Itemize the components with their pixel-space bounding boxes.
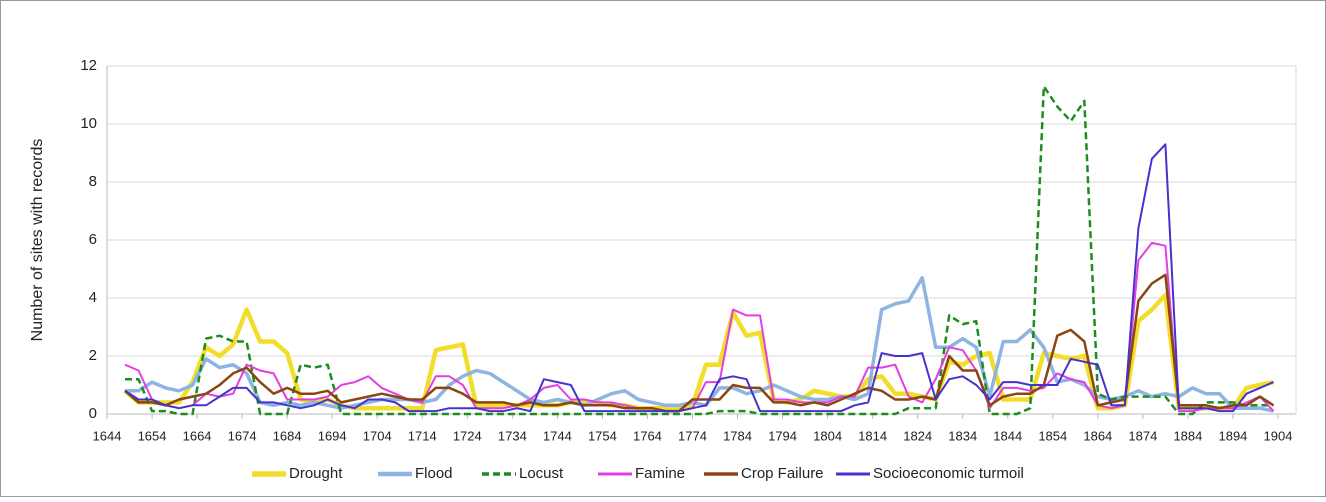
x-tick-label: 1884	[1173, 428, 1202, 443]
x-tick-label: 1784	[723, 428, 752, 443]
series-line	[125, 275, 1274, 413]
x-tick-label: 1704	[363, 428, 392, 443]
x-tick-label: 1794	[768, 428, 797, 443]
y-axis-label: Number of sites with records	[29, 139, 46, 342]
legend-label: Crop Failure	[741, 465, 824, 482]
y-tick-label: 12	[80, 57, 97, 74]
legend-label: Drought	[289, 465, 343, 482]
y-tick-label: 4	[89, 289, 97, 306]
x-tick-label: 1654	[138, 428, 167, 443]
x-tick-label: 1874	[1128, 428, 1157, 443]
legend-label: Socioeconomic turmoil	[873, 465, 1024, 482]
x-tick-label: 1684	[273, 428, 302, 443]
x-tick-label: 1644	[93, 428, 122, 443]
x-tick-label: 1804	[813, 428, 842, 443]
y-tick-label: 2	[89, 347, 97, 364]
series-line	[125, 85, 1274, 416]
x-tick-label: 1854	[1038, 428, 1067, 443]
x-tick-label: 1734	[498, 428, 527, 443]
y-tick-label: 8	[89, 173, 97, 190]
y-tick-label: 6	[89, 231, 97, 248]
legend-label: Locust	[519, 465, 564, 482]
x-tick-label: 1774	[678, 428, 707, 443]
x-tick-label: 1844	[993, 428, 1022, 443]
x-tick-label: 1764	[633, 428, 662, 443]
series-line	[124, 143, 1274, 413]
x-tick-label: 1834	[948, 428, 977, 443]
x-tick-label: 1694	[318, 428, 347, 443]
x-tick-label: 1724	[453, 428, 482, 443]
series-line	[124, 241, 1275, 413]
legend-label: Famine	[635, 465, 685, 482]
legend-label: Flood	[415, 465, 453, 482]
x-tick-label: 1894	[1218, 428, 1247, 443]
y-tick-label: 0	[89, 405, 97, 422]
x-tick-label: 1824	[903, 428, 932, 443]
x-tick-label: 1814	[858, 428, 887, 443]
x-tick-label: 1674	[228, 428, 257, 443]
x-tick-label: 1754	[588, 428, 617, 443]
x-tick-label: 1744	[543, 428, 572, 443]
x-tick-label: 1864	[1083, 428, 1112, 443]
x-tick-label: 1664	[183, 428, 212, 443]
series-line	[124, 273, 1275, 413]
x-tick-label: 1714	[408, 428, 437, 443]
x-tick-label: 1904	[1264, 428, 1293, 443]
y-tick-label: 10	[80, 115, 97, 132]
